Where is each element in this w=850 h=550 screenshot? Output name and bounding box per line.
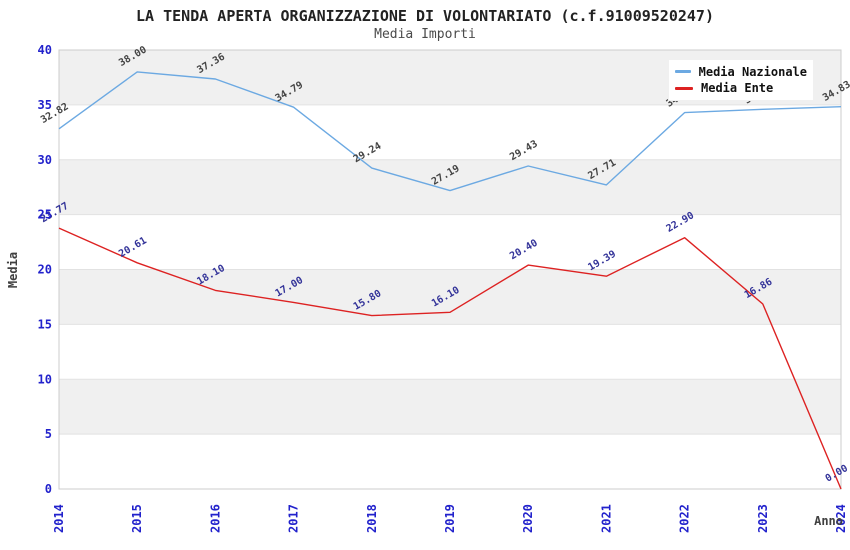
plot-border — [58, 49, 842, 490]
legend-line-icon-media-nazionale — [675, 70, 691, 74]
x-tick-label: 2020 — [521, 504, 535, 533]
x-tick-label: 2022 — [678, 504, 692, 533]
data-label: 0.00 — [824, 463, 850, 485]
y-axis-title: Media — [6, 252, 20, 288]
y-tick-label: 30 — [38, 153, 52, 167]
y-tick-label: 5 — [45, 427, 52, 441]
plot-band — [59, 269, 841, 325]
plot-bands — [59, 50, 841, 435]
y-tick-label: 10 — [38, 372, 52, 386]
x-tick-label: 2024 — [834, 504, 848, 533]
y-tick-label: 35 — [38, 98, 52, 112]
y-tick-label: 0 — [45, 482, 52, 496]
series-line-media-nazionale — [58, 71, 842, 192]
y-tick-label: 15 — [38, 317, 52, 331]
x-tick-label: 2023 — [756, 504, 770, 533]
series-line-media-ente — [58, 227, 842, 490]
plot-band — [59, 379, 841, 435]
x-tick-label: 2015 — [130, 504, 144, 533]
y-axis-tick-labels: 0 5 10 15 20 25 30 35 40 — [38, 43, 52, 496]
x-tick-label: 2017 — [287, 504, 301, 533]
x-tick-label: 2016 — [208, 504, 222, 533]
data-label: 20.61 — [117, 235, 149, 260]
plot-band — [59, 159, 841, 215]
legend-line-icon-media-ente — [675, 86, 693, 90]
x-axis-title: Anno — [814, 514, 843, 528]
x-axis-tick-labels: 2014 2015 2016 2017 2018 2019 2020 2021 2022 2023… — [52, 504, 848, 533]
x-tick-label: 2021 — [599, 504, 613, 533]
chart-title: LA TENDA APERTA ORGANIZZAZIONE DI VOLONT… — [136, 7, 714, 25]
chart-subtitle: Media Importi — [374, 27, 476, 42]
x-tick-label: 2014 — [52, 504, 66, 533]
x-tick-label: 2018 — [365, 504, 379, 533]
legend-label: Media Nazionale — [698, 64, 807, 79]
y-tick-label: 40 — [38, 43, 52, 57]
y-tick-label: 20 — [38, 263, 52, 277]
legend-item-media-nazionale: Media Nazionale — [675, 65, 807, 79]
legend: Media Nazionale Media Ente — [668, 59, 814, 101]
legend-label: Media Ente — [701, 81, 774, 96]
series-lines — [58, 71, 842, 490]
data-label: 20.40 — [508, 238, 540, 263]
y-tick-label: 25 — [38, 208, 52, 222]
x-tick-label: 2019 — [443, 504, 457, 533]
legend-item-media-ente: Media Ente — [675, 81, 807, 95]
